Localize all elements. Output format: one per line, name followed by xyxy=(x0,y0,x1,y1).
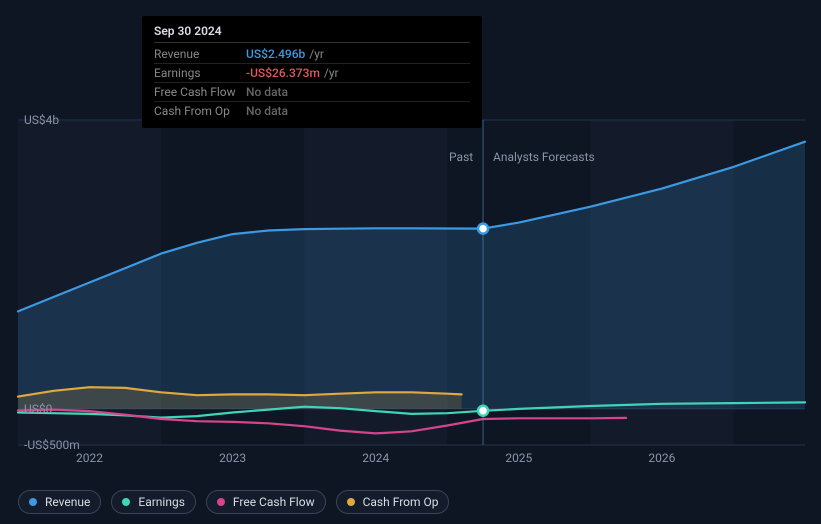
x-axis-label: 2026 xyxy=(648,451,675,465)
legend-dot-icon xyxy=(217,498,225,506)
tooltip-metric-label: Revenue xyxy=(154,47,246,61)
tooltip-metric-label: Free Cash Flow xyxy=(154,85,246,99)
x-axis-label: 2022 xyxy=(76,451,103,465)
tooltip-metric-value: No data xyxy=(246,104,288,118)
legend-dot-icon xyxy=(347,498,355,506)
y-axis-label: US$0 xyxy=(24,402,52,416)
legend-label: Earnings xyxy=(138,495,185,509)
forecast-section-label: Analysts Forecasts xyxy=(493,150,595,164)
tooltip-row: RevenueUS$2.496b/yr xyxy=(154,45,470,64)
tooltip-row: Earnings-US$26.373m/yr xyxy=(154,64,470,83)
tooltip-metric-value: No data xyxy=(246,85,288,99)
y-axis-label: US$4b xyxy=(24,113,59,127)
past-section-label: Past xyxy=(449,150,473,164)
tooltip-date: Sep 30 2024 xyxy=(154,24,470,43)
legend-label: Revenue xyxy=(45,495,90,509)
legend-dot-icon xyxy=(122,498,130,506)
tooltip-row: Free Cash FlowNo data xyxy=(154,83,470,102)
tooltip-metric-label: Cash From Op xyxy=(154,104,246,118)
x-axis-label: 2025 xyxy=(505,451,532,465)
x-axis-label: 2023 xyxy=(219,451,246,465)
legend-item-freeCashFlow[interactable]: Free Cash Flow xyxy=(206,490,326,514)
chart-legend: Revenue Earnings Free Cash Flow Cash From O… xyxy=(18,490,449,514)
tooltip-row: Cash From OpNo data xyxy=(154,102,470,120)
legend-item-earnings[interactable]: Earnings xyxy=(111,490,196,514)
y-axis-label: -US$500m xyxy=(24,438,80,452)
legend-item-revenue[interactable]: Revenue xyxy=(18,490,101,514)
tooltip-metric-value: -US$26.373m xyxy=(246,66,320,80)
tooltip-metric-value: US$2.496b xyxy=(246,47,305,61)
data-tooltip: Sep 30 2024 RevenueUS$2.496b/yrEarnings-… xyxy=(142,16,482,128)
legend-label: Cash From Op xyxy=(363,495,439,509)
tooltip-suffix: /yr xyxy=(324,66,339,80)
legend-dot-icon xyxy=(29,498,37,506)
legend-label: Free Cash Flow xyxy=(233,495,315,509)
tooltip-suffix: /yr xyxy=(309,47,324,61)
financial-forecast-chart: Sep 30 2024 RevenueUS$2.496b/yrEarnings-… xyxy=(0,0,821,524)
tooltip-metric-label: Earnings xyxy=(154,66,246,80)
x-axis-label: 2024 xyxy=(362,451,389,465)
legend-item-cashFromOp[interactable]: Cash From Op xyxy=(336,490,450,514)
